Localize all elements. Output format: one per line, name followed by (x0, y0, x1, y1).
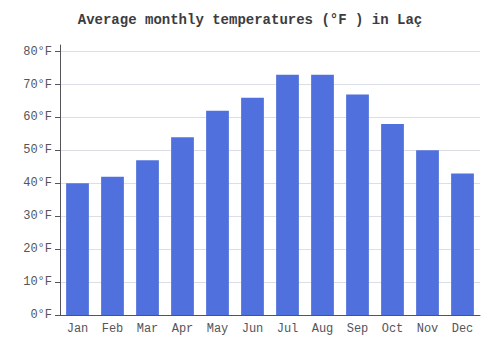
svg-text:Sep: Sep (347, 322, 369, 336)
svg-text:20°F: 20°F (23, 242, 52, 256)
svg-text:Dec: Dec (452, 322, 474, 336)
svg-text:Jan: Jan (67, 322, 89, 336)
svg-text:Average monthly temperatures (: Average monthly temperatures (°F ) in La… (78, 12, 422, 28)
svg-text:Oct: Oct (382, 322, 404, 336)
svg-text:30°F: 30°F (23, 209, 52, 223)
svg-text:60°F: 60°F (23, 110, 52, 124)
svg-text:Feb: Feb (102, 322, 124, 336)
svg-text:10°F: 10°F (23, 275, 52, 289)
svg-text:Nov: Nov (417, 322, 439, 336)
svg-text:40°F: 40°F (23, 176, 52, 190)
svg-text:Mar: Mar (137, 322, 159, 336)
svg-text:Apr: Apr (172, 322, 194, 336)
svg-text:70°F: 70°F (23, 78, 52, 92)
svg-text:Jun: Jun (242, 322, 264, 336)
svg-text:80°F: 80°F (23, 45, 52, 59)
svg-text:Jul: Jul (277, 322, 299, 336)
svg-text:50°F: 50°F (23, 143, 52, 157)
svg-text:Aug: Aug (312, 322, 334, 336)
svg-text:0°F: 0°F (30, 308, 52, 322)
svg-text:May: May (207, 322, 229, 336)
